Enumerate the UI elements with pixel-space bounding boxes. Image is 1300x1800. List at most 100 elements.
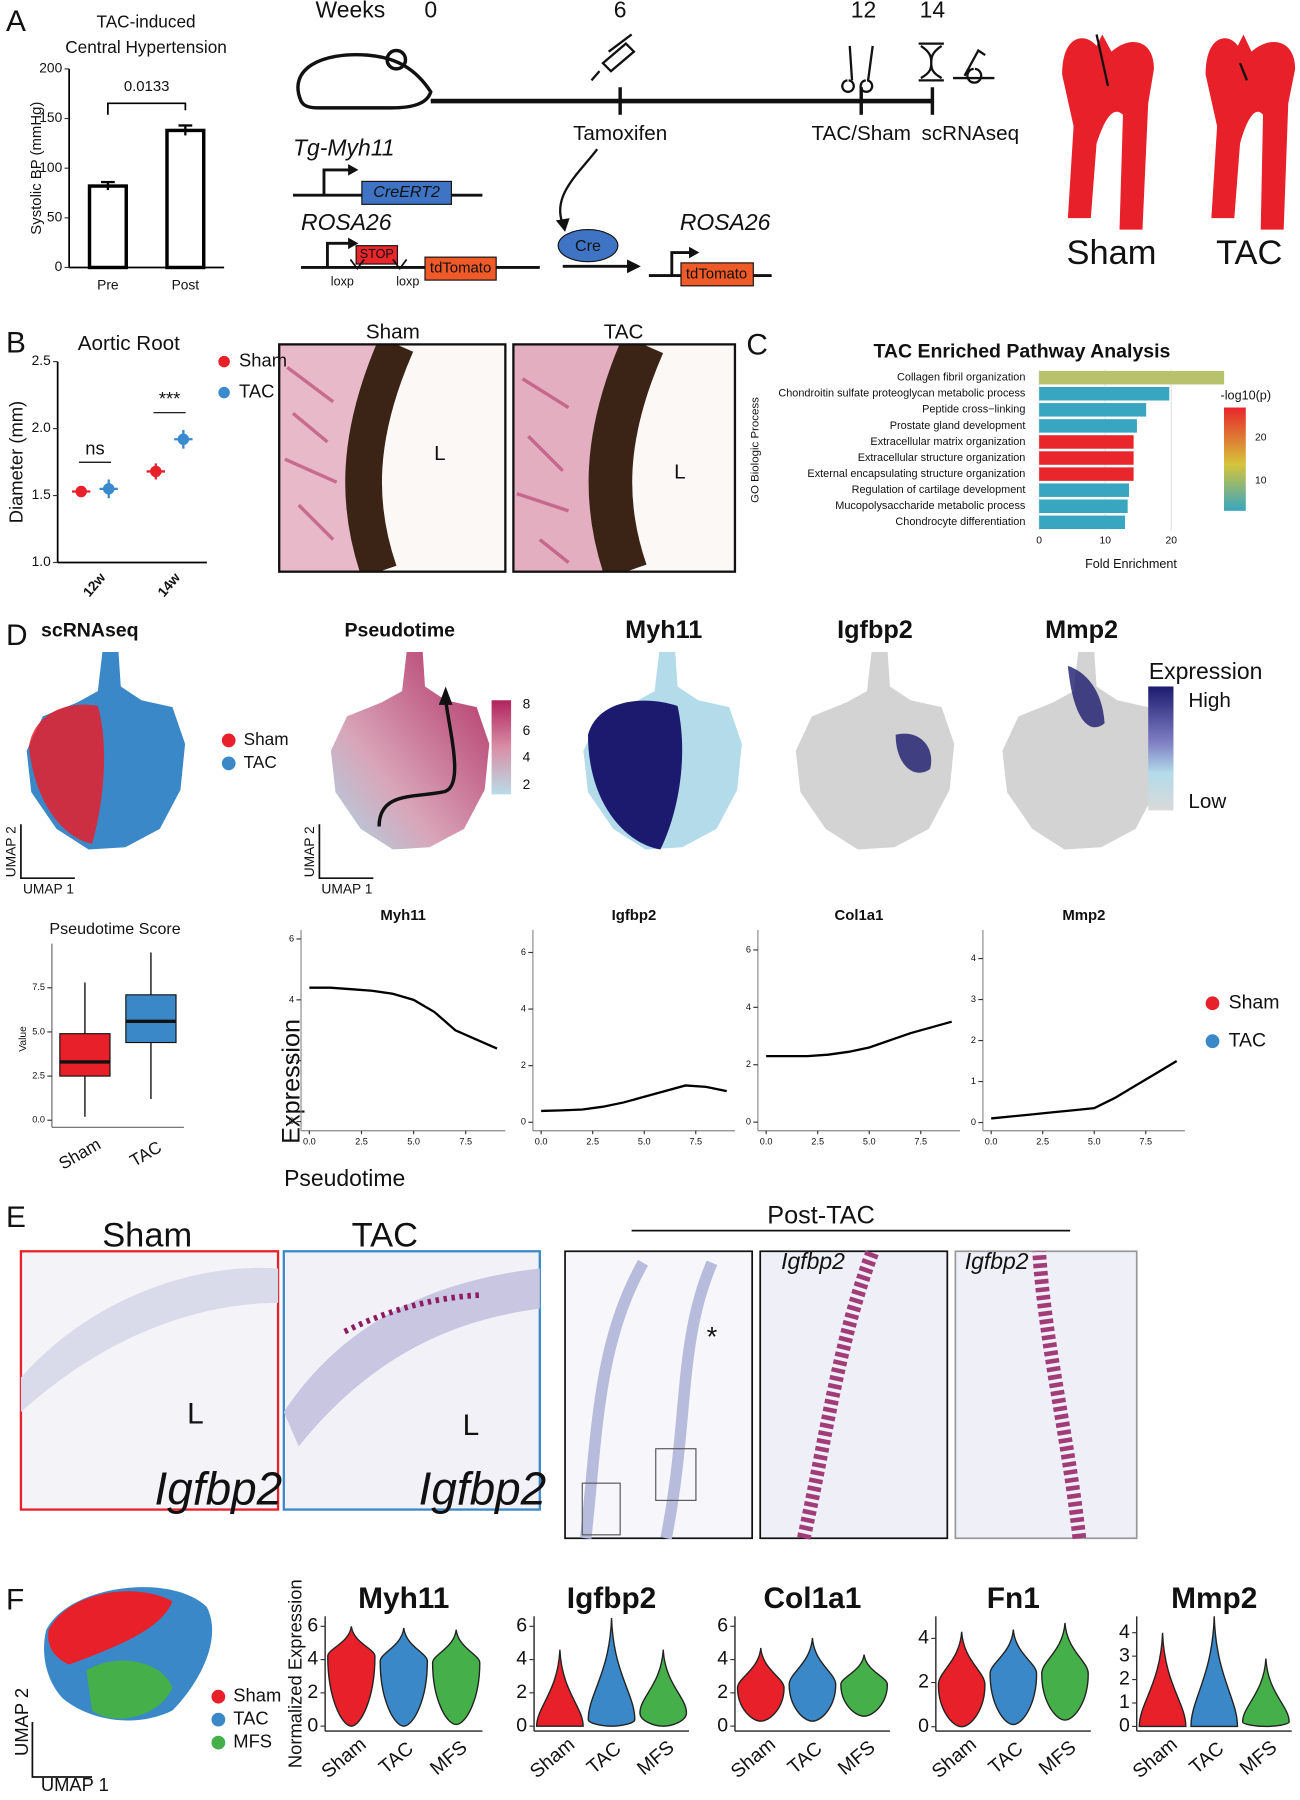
y-tick-label: 4: [516, 1648, 527, 1670]
figure-text: 4: [523, 749, 531, 764]
figure-text: ROSA26: [301, 209, 392, 235]
y-tick-label: 1.5: [32, 487, 51, 502]
chart-title: Igfbp2: [567, 1582, 656, 1615]
y-tick-label: 0: [746, 1117, 751, 1127]
y-tick-label: 5.0: [32, 1026, 45, 1036]
chart-title: Col1a1: [764, 1582, 862, 1615]
x-tick-label: 7.5: [1139, 1137, 1152, 1147]
figure-text: Igfbp2: [965, 1248, 1029, 1274]
y-tick-label: 2.0: [32, 420, 51, 435]
figure-text: F: [6, 1583, 24, 1616]
figure-text: UMAP 1: [23, 881, 74, 896]
x-tick-label: 5.0: [407, 1137, 420, 1147]
y-tick-label: 2: [307, 1681, 318, 1703]
x-tick-label: 0.0: [535, 1137, 548, 1147]
y-tick-label: 1: [971, 1076, 976, 1086]
x-tick-label: 2.5: [811, 1137, 824, 1147]
figure-text: L: [463, 1409, 480, 1442]
umap-plots: [26, 652, 1161, 850]
x-tick-label: 7.5: [689, 1137, 702, 1147]
chart-title: Pseudotime Score: [49, 920, 180, 938]
dot: [150, 465, 162, 478]
x-tick-label: Sham: [317, 1733, 370, 1783]
legend-swatch: [218, 386, 230, 399]
y-tick-label: 4: [1119, 1621, 1130, 1643]
figure-text: TAC: [604, 320, 644, 343]
y-tick-label: External encapsulating structure organiz…: [807, 468, 1025, 480]
y-tick-label: 2.5: [32, 1071, 45, 1081]
figure-text: TAC: [1216, 234, 1282, 272]
bar: [165, 128, 206, 270]
figure-text: 2: [523, 777, 531, 792]
figure-text: Normalized Expression: [284, 1579, 305, 1768]
figure-text: Post-TAC: [767, 1202, 875, 1230]
x-tick-label: MFS: [834, 1736, 880, 1779]
legend-label: TAC: [239, 380, 274, 401]
figure-text: tdTomato: [686, 265, 747, 282]
y-tick-label: 4: [289, 994, 294, 1004]
dot: [177, 433, 190, 446]
x-tick-label: 14w: [155, 570, 183, 600]
figure-text: L: [674, 460, 686, 483]
icons: [590, 33, 995, 93]
figure-text: tdTomato: [430, 260, 491, 277]
x-tick-label: 0.0: [303, 1137, 316, 1147]
y-tick-label: 6: [516, 1614, 527, 1636]
figure-text: 0: [424, 0, 437, 23]
y-tick-label: 6: [717, 1614, 728, 1636]
y-tick-label: 150: [39, 110, 62, 125]
figure-text: UMAP 2: [302, 826, 317, 877]
figure-text: Sham: [102, 1217, 192, 1255]
bar: [1039, 467, 1134, 481]
figure-text: TAC: [244, 752, 277, 772]
figure-text: L: [434, 442, 446, 465]
timeline-ticks: [618, 87, 935, 115]
y-tick-label: 0: [521, 1117, 526, 1127]
chart-title: Mmp2: [1171, 1582, 1257, 1615]
figure-text: 6: [523, 723, 531, 738]
x-tick-label: 7.5: [459, 1137, 472, 1147]
x-tick-label: 7.5: [914, 1137, 927, 1147]
y-tick-label: 4: [521, 1003, 526, 1013]
chart-title: Col1a1: [834, 907, 883, 924]
x-tick-label: TAC: [784, 1738, 827, 1779]
legend-swatch: [211, 1735, 226, 1750]
figure-text: Expression: [1149, 658, 1262, 684]
ish-images: [19, 1229, 1138, 1540]
y-tick-label: 6: [746, 944, 751, 954]
legend-swatch: [211, 1712, 226, 1727]
y-tick-label: 4: [971, 953, 976, 963]
legend-swatch: [211, 1689, 226, 1704]
figure-text: *: [707, 1321, 718, 1352]
figure-text: scRNAseq: [921, 122, 1019, 145]
figure-text: C: [746, 329, 768, 362]
x-tick-label: MFS: [1035, 1736, 1081, 1779]
y-tick-label: 2: [1119, 1668, 1130, 1690]
figure-text: MFS: [233, 1730, 272, 1751]
violin: [327, 1626, 376, 1727]
legend-label: Sham: [239, 349, 287, 370]
figure-text: Sham: [1067, 234, 1157, 272]
pseudotime-colorbar: [491, 700, 512, 795]
x-tick-label: MFS: [1236, 1736, 1282, 1779]
y-axis-label: GO Biologic Process: [750, 397, 762, 503]
mouse-icon: [296, 48, 433, 110]
violin: [788, 1637, 837, 1722]
x-tick-label: Sham: [526, 1733, 579, 1783]
y-tick-label: 3: [1119, 1644, 1130, 1666]
violin: [937, 1631, 986, 1728]
violin: [431, 1629, 481, 1726]
chart-title: Mmp2: [1062, 907, 1105, 924]
bar: [1039, 370, 1225, 385]
bar: [1039, 435, 1134, 449]
figure-text: TAC: [233, 1707, 268, 1728]
x-tick-label: 12w: [80, 570, 108, 600]
figure-text: UMAP 1: [41, 1774, 109, 1795]
legend-swatch: [218, 355, 230, 368]
figure-text: UMAP 2: [11, 1688, 32, 1756]
x-tick-label: Sham: [1129, 1733, 1182, 1783]
x-tick-label: 2.5: [586, 1137, 599, 1147]
trend-line: [541, 1084, 727, 1113]
figure-text: 6: [614, 0, 627, 23]
